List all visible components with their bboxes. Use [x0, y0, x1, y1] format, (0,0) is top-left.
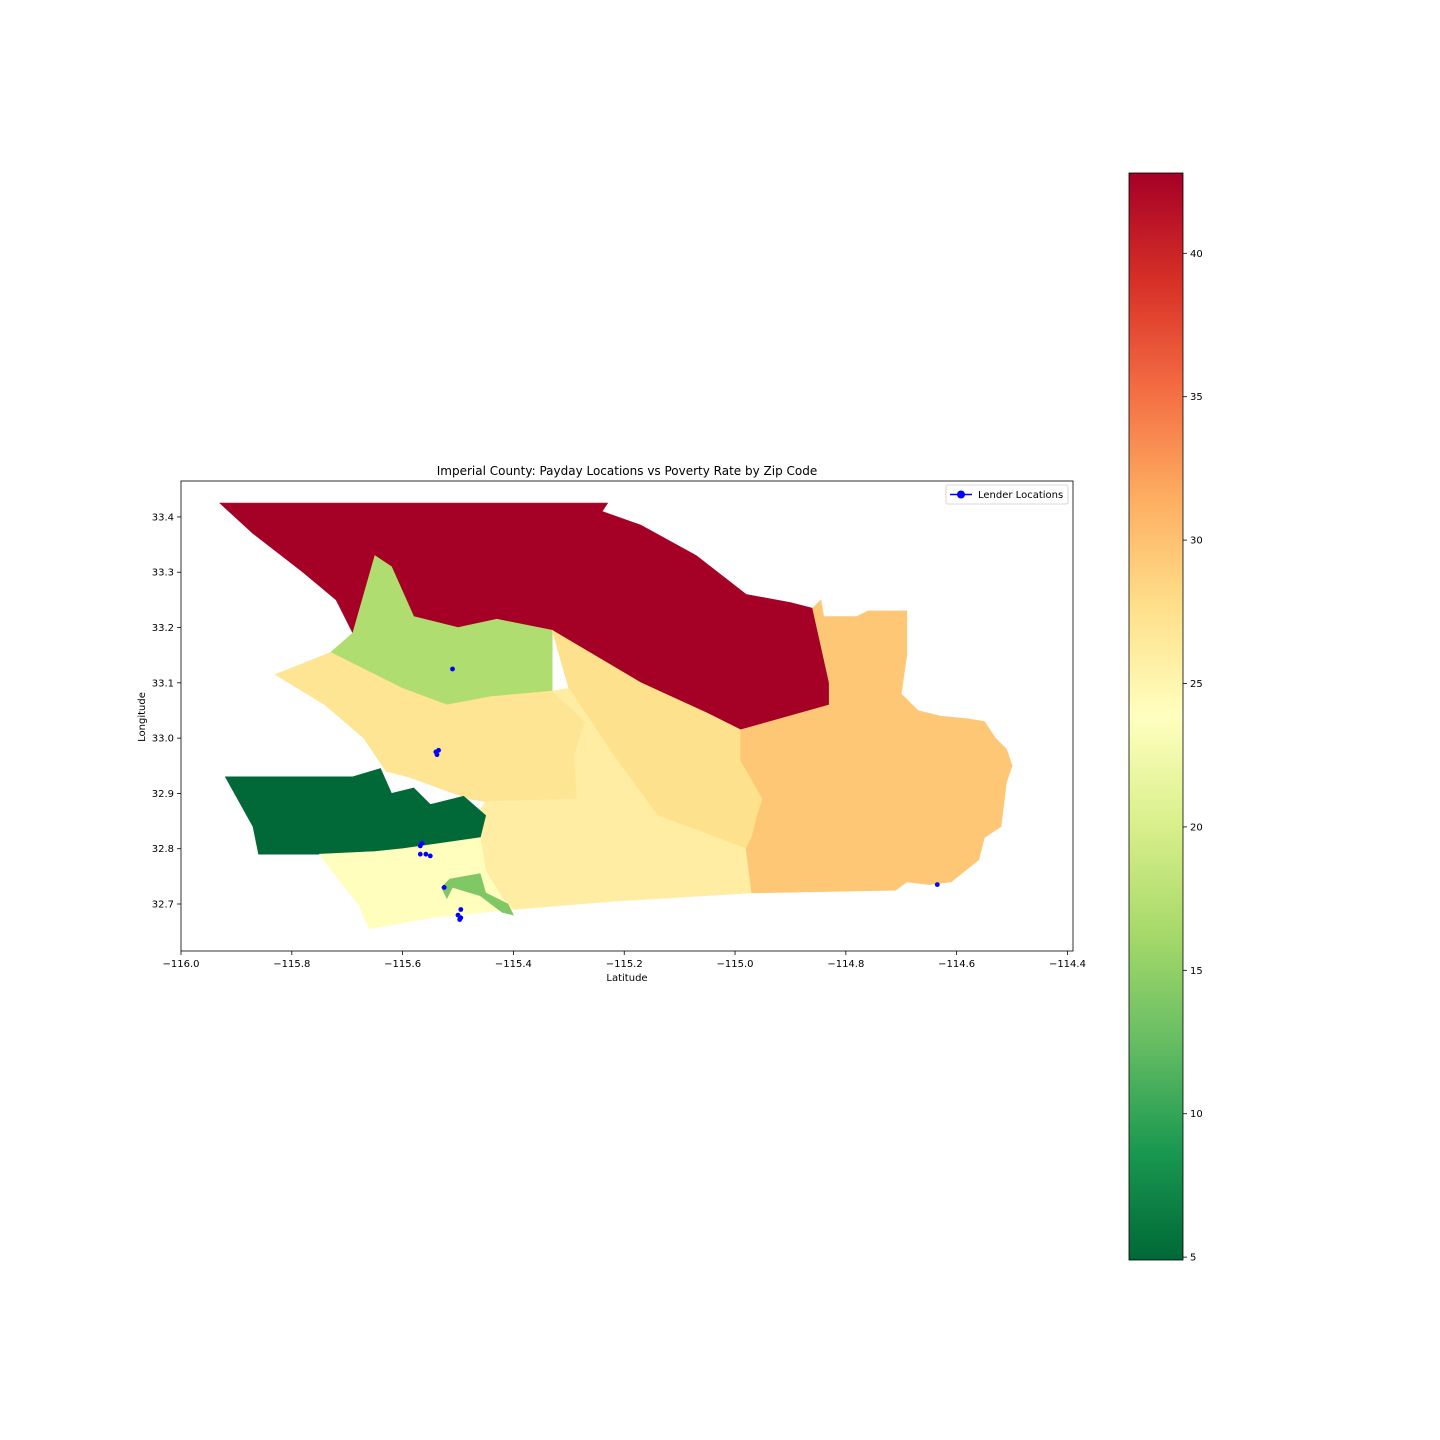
- legend-marker: [957, 490, 965, 499]
- lender-location-point: [934, 882, 940, 887]
- lender-location-point: [434, 752, 440, 758]
- region-south-green: [441, 873, 514, 916]
- y-tick-label: 32.9: [152, 789, 174, 800]
- colorbar-tick-label: 5: [1190, 1253, 1196, 1264]
- x-axis-ticks: −116.0 −115.8 −115.6 −115.4 −115.2 −115.0 −114…: [162, 951, 1086, 970]
- y-tick-label: 33.1: [152, 678, 174, 689]
- y-tick-label: 32.8: [152, 844, 174, 855]
- x-tick-label: −114.4: [1049, 959, 1086, 970]
- map-regions: [219, 502, 1013, 930]
- x-tick-label: −114.8: [827, 959, 864, 970]
- colorbar-tick-label: 40: [1190, 249, 1203, 260]
- lender-location-point: [423, 851, 429, 857]
- region-east: [740, 599, 1013, 894]
- y-axis-ticks: 32.7 32.8 32.9 33.0 33.1 33.2 33.3 33.4: [152, 512, 181, 911]
- x-tick-label: −115.0: [717, 959, 754, 970]
- x-tick-label: −115.8: [273, 959, 310, 970]
- lender-location-point: [458, 907, 464, 912]
- lender-location-point: [450, 666, 455, 672]
- colorbar-tick-label: 35: [1190, 392, 1203, 403]
- colorbar-tick-label: 25: [1190, 679, 1203, 690]
- colorbar-ticks: 5 10 15 20 25 30 35 40: [1183, 249, 1203, 1264]
- lender-location-point: [427, 853, 433, 859]
- x-tick-label: −116.0: [162, 959, 199, 970]
- legend: Lender Locations: [945, 484, 1069, 505]
- lender-points: [417, 666, 940, 922]
- y-tick-label: 33.0: [152, 734, 174, 745]
- y-tick-label: 33.4: [152, 512, 174, 523]
- x-tick-label: −115.2: [606, 959, 643, 970]
- y-tick-label: 33.3: [152, 568, 174, 579]
- legend-label: Lender Locations: [978, 490, 1063, 501]
- colorbar-tick-label: 20: [1190, 822, 1203, 833]
- lender-location-point: [457, 917, 463, 922]
- chart-title: Imperial County: Payday Locations vs Pov…: [437, 464, 818, 478]
- colorbar-tick-label: 10: [1190, 1109, 1203, 1120]
- plot-frame: [180, 480, 1074, 952]
- x-tick-label: −114.6: [938, 959, 975, 970]
- colorbar-tick-label: 15: [1190, 966, 1203, 977]
- region-southwest: [318, 837, 515, 930]
- colorbar-tick-label: 30: [1190, 536, 1203, 547]
- y-tick-label: 33.2: [152, 623, 174, 634]
- colorbar: [1128, 172, 1184, 1261]
- y-axis-label: Longitude: [137, 692, 148, 742]
- x-tick-label: −115.6: [384, 959, 421, 970]
- region-northwest-green: [224, 768, 487, 855]
- lender-location-point: [417, 851, 423, 857]
- x-tick-label: −115.4: [495, 959, 532, 970]
- legend-box: [945, 484, 1069, 505]
- y-tick-label: 32.7: [152, 900, 174, 911]
- lender-location-point: [441, 885, 447, 890]
- lender-location-point: [436, 747, 441, 753]
- x-axis-label: Latitude: [606, 973, 647, 984]
- lender-location-point: [417, 843, 423, 849]
